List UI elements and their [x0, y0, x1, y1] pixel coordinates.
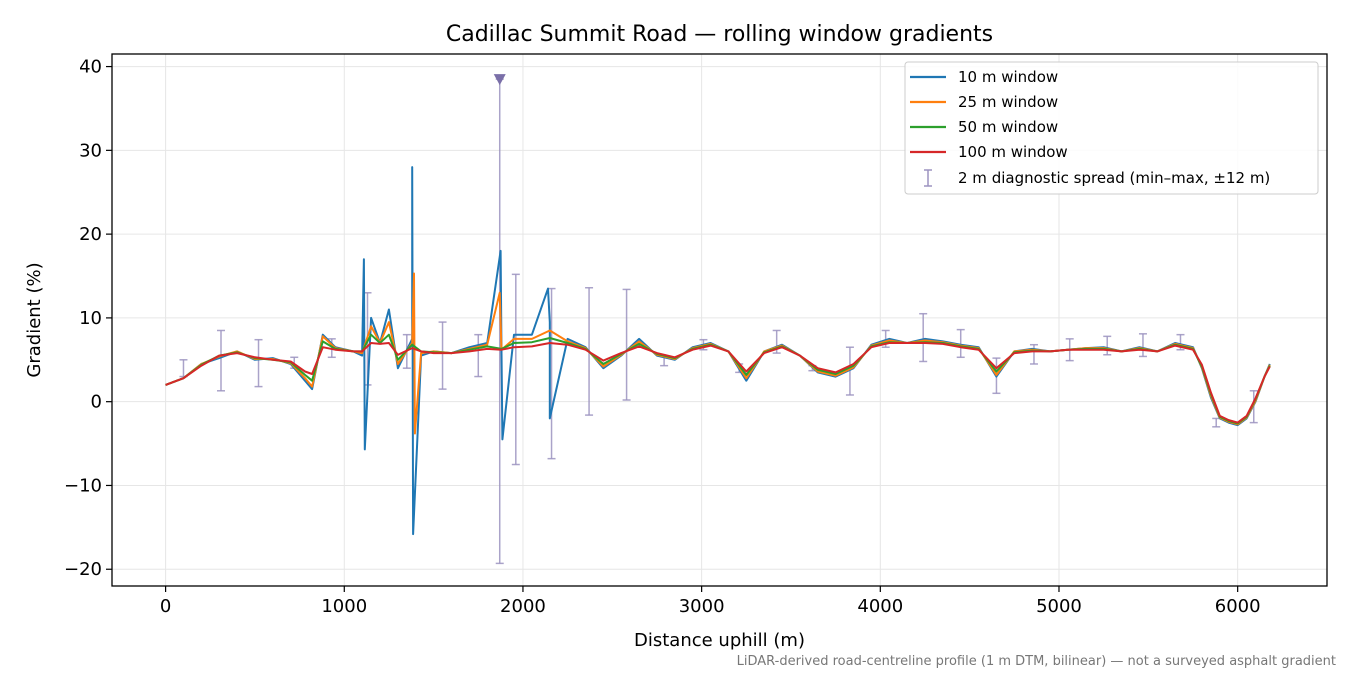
spread-errorbar [254, 338, 263, 388]
grid [112, 54, 1327, 586]
y-axis: −20 −10 0 10 20 30 40 [64, 57, 112, 580]
plot-frame [111, 53, 1328, 587]
x-tick-label: 0 [160, 596, 171, 617]
legend-swatch-spread [924, 169, 932, 187]
y-tick-label: 20 [79, 224, 102, 245]
x-tick-label: 6000 [1215, 596, 1261, 617]
y-tick-label: 30 [79, 140, 102, 161]
x-tick-label: 5000 [1036, 596, 1082, 617]
legend-label-10m: 10 m window [958, 68, 1058, 86]
chart-title: Cadillac Summit Road — rolling window gr… [446, 22, 993, 47]
y-tick-label: 40 [79, 57, 102, 78]
x-tick-label: 3000 [679, 596, 725, 617]
spread-errorbar [216, 329, 225, 392]
y-tick-label: 10 [79, 308, 102, 329]
y-axis-title: Gradient (%) [24, 262, 45, 377]
clipped-marker [493, 74, 506, 86]
legend-label-100m: 100 m window [958, 143, 1068, 161]
spread-errorbar [1103, 335, 1112, 356]
spread-errorbar [845, 346, 854, 396]
x-axis: 0 1000 2000 3000 4000 5000 6000 [160, 586, 1261, 617]
x-tick-label: 4000 [857, 596, 903, 617]
y-tick-label: −10 [64, 475, 102, 496]
x-axis-title: Distance uphill (m) [634, 630, 805, 651]
series-line-100m [165, 342, 1271, 424]
y-tick-label: 0 [91, 392, 102, 413]
clipped-value-marker [493, 74, 506, 86]
legend-box [904, 61, 1319, 195]
spread-errorbar [1029, 343, 1038, 365]
x-tick-label: 2000 [500, 596, 546, 617]
spread-errorbar [1138, 333, 1147, 358]
spread-errorbar [438, 321, 447, 390]
spread-errorbar [956, 328, 965, 359]
spread-errorbar [919, 312, 928, 363]
legend: 10 m window 25 m window 50 m window 100 … [904, 61, 1319, 195]
y-tick-label: −20 [64, 559, 102, 580]
spread-errorbar [511, 273, 520, 466]
spread-errorbar [474, 333, 483, 378]
series-lines [165, 166, 1271, 536]
legend-label-spread: 2 m diagnostic spread (min–max, ±12 m) [958, 169, 1270, 187]
legend-label-50m: 50 m window [958, 118, 1058, 136]
footnote: LiDAR-derived road-centreline profile (1… [737, 654, 1336, 669]
spread-errorbar [622, 288, 631, 401]
legend-label-25m: 25 m window [958, 93, 1058, 111]
x-tick-label: 1000 [321, 596, 367, 617]
